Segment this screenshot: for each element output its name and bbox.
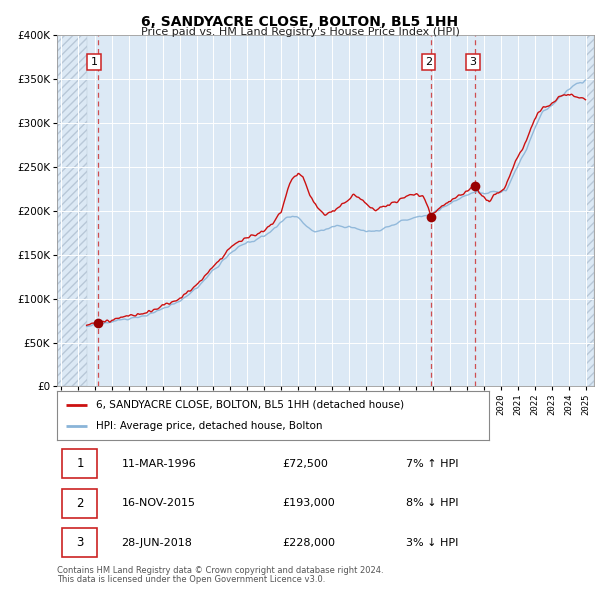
Text: 2: 2 xyxy=(425,57,433,67)
FancyBboxPatch shape xyxy=(62,489,97,518)
Text: £228,000: £228,000 xyxy=(283,538,335,548)
Text: 28-JUN-2018: 28-JUN-2018 xyxy=(121,538,193,548)
Text: £193,000: £193,000 xyxy=(283,499,335,508)
Text: 11-MAR-1996: 11-MAR-1996 xyxy=(121,459,196,468)
FancyBboxPatch shape xyxy=(62,449,97,478)
Text: £72,500: £72,500 xyxy=(283,459,328,468)
Text: 3: 3 xyxy=(76,536,84,549)
Text: 3% ↓ HPI: 3% ↓ HPI xyxy=(406,538,458,548)
Text: 16-NOV-2015: 16-NOV-2015 xyxy=(121,499,196,508)
Bar xyxy=(57,35,86,386)
Text: 8% ↓ HPI: 8% ↓ HPI xyxy=(406,499,458,508)
Text: 1: 1 xyxy=(76,457,84,470)
Text: 6, SANDYACRE CLOSE, BOLTON, BL5 1HH: 6, SANDYACRE CLOSE, BOLTON, BL5 1HH xyxy=(142,15,458,29)
FancyBboxPatch shape xyxy=(62,528,97,558)
Text: Price paid vs. HM Land Registry's House Price Index (HPI): Price paid vs. HM Land Registry's House … xyxy=(140,27,460,37)
Text: Contains HM Land Registry data © Crown copyright and database right 2024.: Contains HM Land Registry data © Crown c… xyxy=(57,566,383,575)
Text: HPI: Average price, detached house, Bolton: HPI: Average price, detached house, Bolt… xyxy=(96,421,322,431)
Bar xyxy=(586,35,594,386)
Text: 2: 2 xyxy=(76,497,84,510)
Text: 6, SANDYACRE CLOSE, BOLTON, BL5 1HH (detached house): 6, SANDYACRE CLOSE, BOLTON, BL5 1HH (det… xyxy=(96,399,404,409)
Text: 3: 3 xyxy=(469,57,476,67)
Text: This data is licensed under the Open Government Licence v3.0.: This data is licensed under the Open Gov… xyxy=(57,575,325,584)
Text: 1: 1 xyxy=(91,57,98,67)
Text: 7% ↑ HPI: 7% ↑ HPI xyxy=(406,459,458,468)
